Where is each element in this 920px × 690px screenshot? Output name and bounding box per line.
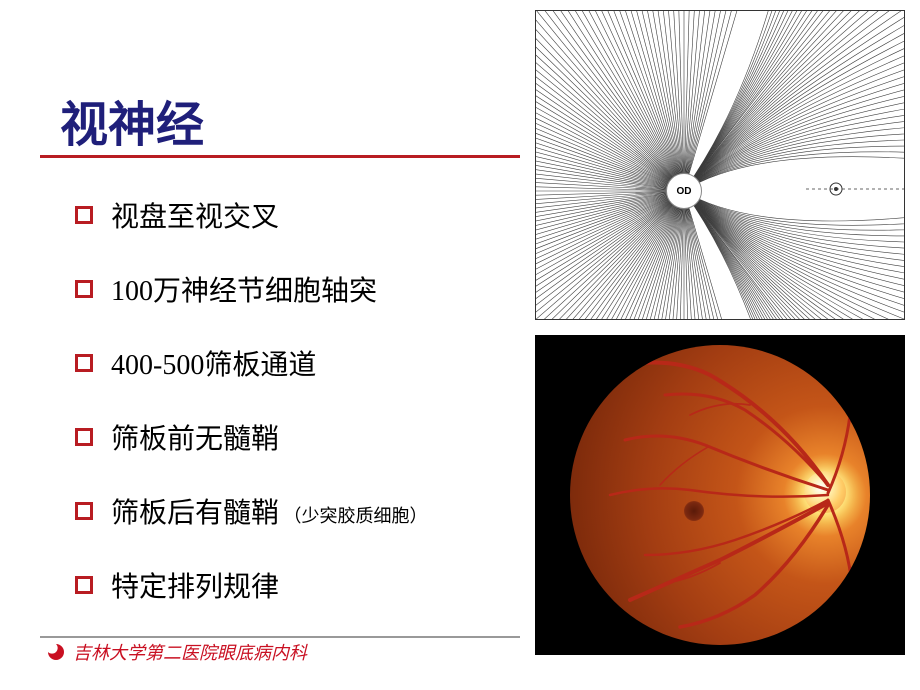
bullet-marker-icon bbox=[75, 354, 93, 372]
bullet-item: 100万神经节细胞轴突 bbox=[75, 269, 525, 309]
nerve-fiber-diagram: OD bbox=[535, 10, 905, 320]
title-underline bbox=[40, 155, 520, 158]
od-label: OD bbox=[666, 173, 702, 209]
fundus-circle bbox=[570, 345, 870, 645]
footer: 吉林大学第二医院眼底病内科 bbox=[45, 639, 307, 665]
slide-root: 视神经 视盘至视交叉 100万神经节细胞轴突 400-500筛板通道 筛板前无髓… bbox=[0, 0, 920, 690]
bullet-item: 筛板前无髓鞘 bbox=[75, 417, 525, 457]
vessel-svg bbox=[570, 345, 870, 645]
bullet-marker-icon bbox=[75, 206, 93, 224]
bullet-marker-icon bbox=[75, 502, 93, 520]
fundus-photo bbox=[535, 335, 905, 655]
bullet-text: 特定排列规律 bbox=[111, 565, 279, 605]
bullet-item: 特定排列规律 bbox=[75, 565, 525, 605]
bullet-text: 筛板前无髓鞘 bbox=[111, 417, 279, 457]
bullet-item: 400-500筛板通道 bbox=[75, 343, 525, 383]
slide-title: 视神经 bbox=[60, 85, 204, 155]
footer-divider bbox=[40, 636, 520, 638]
fiber-svg bbox=[536, 11, 905, 320]
footer-text: 吉林大学第二医院眼底病内科 bbox=[73, 639, 307, 665]
footer-logo-icon bbox=[45, 641, 67, 663]
bullet-marker-icon bbox=[75, 428, 93, 446]
bullet-text: 100万神经节细胞轴突 bbox=[111, 269, 377, 309]
bullet-marker-icon bbox=[75, 280, 93, 298]
bullet-list: 视盘至视交叉 100万神经节细胞轴突 400-500筛板通道 筛板前无髓鞘 筛板… bbox=[75, 195, 525, 639]
bullet-item: 筛板后有髓鞘 （少突胶质细胞） bbox=[75, 491, 525, 531]
bullet-item: 视盘至视交叉 bbox=[75, 195, 525, 235]
bullet-marker-icon bbox=[75, 576, 93, 594]
bullet-text: 视盘至视交叉 bbox=[111, 195, 279, 235]
bullet-text: 400-500筛板通道 bbox=[111, 343, 316, 383]
bullet-text: 筛板后有髓鞘 bbox=[111, 498, 279, 529]
bullet-text-small: （少突胶质细胞） bbox=[283, 506, 427, 526]
